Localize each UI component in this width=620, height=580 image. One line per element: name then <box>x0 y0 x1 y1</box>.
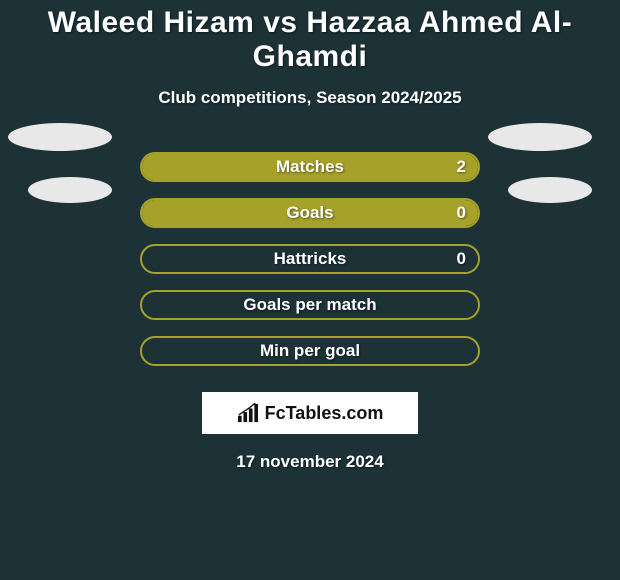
bar-label: Goals <box>286 203 333 223</box>
decorative-ellipse <box>28 177 112 203</box>
bar-track: Hattricks 0 <box>140 244 480 274</box>
bar-label: Goals per match <box>243 295 376 315</box>
bar-value-right: 0 <box>457 249 466 269</box>
logo-text: FcTables.com <box>265 403 384 424</box>
page-root: Waleed Hizam vs Hazzaa Ahmed Al-Ghamdi C… <box>0 0 620 580</box>
bar-track: Matches 2 <box>140 152 480 182</box>
bar-label: Min per goal <box>260 341 360 361</box>
chart-row: Min per goal <box>0 328 620 374</box>
decorative-ellipse <box>508 177 592 203</box>
page-title: Waleed Hizam vs Hazzaa Ahmed Al-Ghamdi <box>0 0 620 74</box>
page-subtitle: Club competitions, Season 2024/2025 <box>0 88 620 108</box>
bar-track: Goals per match <box>140 290 480 320</box>
bar-label: Matches <box>276 157 344 177</box>
bar-label: Hattricks <box>274 249 347 269</box>
chart-row: Hattricks 0 <box>0 236 620 282</box>
bar-track: Goals 0 <box>140 198 480 228</box>
chart-row: Goals per match <box>0 282 620 328</box>
bar-value-right: 2 <box>457 157 466 177</box>
fctables-chart-icon <box>237 403 259 423</box>
bar-track: Min per goal <box>140 336 480 366</box>
logo-box: FcTables.com <box>202 392 418 434</box>
bar-value-right: 0 <box>457 203 466 223</box>
decorative-ellipse <box>8 123 112 151</box>
decorative-ellipse <box>488 123 592 151</box>
date-text: 17 november 2024 <box>0 452 620 472</box>
